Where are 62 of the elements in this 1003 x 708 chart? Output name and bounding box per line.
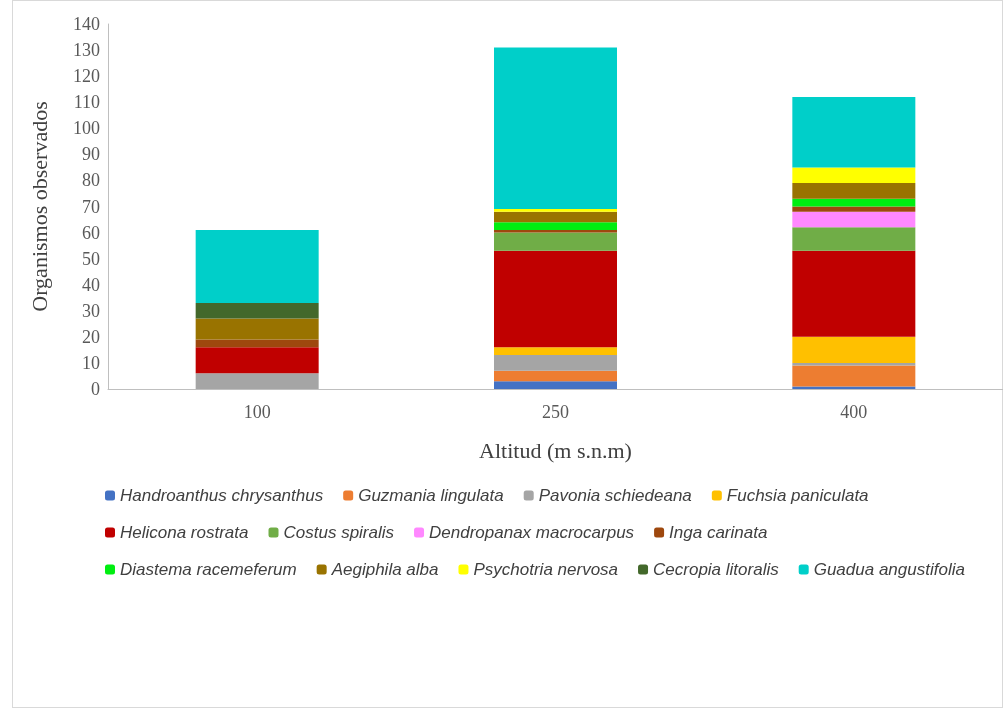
y-tick-label: 50 (82, 248, 100, 269)
legend-label: Fuchsia paniculata (726, 486, 869, 505)
y-tick-label: 130 (73, 40, 100, 61)
legend-label: Inga carinata (669, 523, 768, 542)
bar (494, 222, 617, 230)
bar (792, 211, 916, 228)
legend-label: Costus spiralis (283, 523, 395, 542)
x-tick-label: 250 (542, 402, 569, 422)
bar (195, 302, 319, 319)
y-tick-label: 30 (82, 300, 100, 321)
bar (792, 386, 916, 389)
y-tick-label: 110 (73, 92, 100, 113)
y-tick-label: 100 (73, 118, 100, 139)
bar (494, 381, 617, 389)
bar (792, 362, 916, 366)
bar (494, 370, 617, 382)
legend-label: Psychotria nervosa (473, 560, 619, 579)
bar (792, 167, 916, 184)
x-tick-label: 100 (243, 402, 271, 422)
bar (792, 365, 916, 387)
y-tick-label: 70 (82, 196, 100, 217)
y-tick-label: 120 (73, 66, 100, 87)
x-axis-title: Altitud (m s.n.m) (479, 437, 632, 463)
legend-label: Guadua angustifolia (813, 560, 965, 579)
bar (792, 227, 916, 251)
legend-label: Pavonia schiedeana (538, 486, 692, 505)
legend-label: Guzmania lingulata (358, 486, 504, 505)
y-tick-label: 20 (82, 326, 100, 347)
y-tick-label: 10 (82, 352, 100, 373)
bar (792, 97, 916, 168)
bar (792, 183, 916, 199)
y-tick-label: 40 (82, 274, 100, 295)
bar (494, 229, 617, 233)
bar (494, 355, 617, 371)
bar (195, 373, 319, 389)
bar (195, 339, 319, 348)
bar (494, 232, 617, 251)
legend-label: Aegiphila alba (330, 560, 439, 579)
bar (494, 47, 617, 210)
bar (494, 209, 617, 212)
legend-label: Dendropanax macrocarpus (429, 523, 635, 542)
bar (792, 198, 916, 207)
bar (195, 318, 319, 340)
legend-label: Diastema racemeferum (120, 560, 297, 579)
bar (494, 347, 617, 356)
legend-label: Handroanthus chrysanthus (120, 486, 324, 505)
bar (195, 229, 319, 303)
y-axis-title: Organismos observados (26, 101, 52, 312)
y-tick-label: 60 (82, 222, 100, 243)
legend-label: Cecropia litoralis (653, 560, 780, 579)
y-tick-label: 140 (73, 14, 100, 34)
y-tick-label: 90 (82, 144, 100, 165)
bar (195, 347, 319, 374)
bar (792, 250, 916, 337)
x-tick-label: 400 (840, 402, 868, 422)
y-tick-label: 0 (91, 379, 100, 399)
bar (494, 250, 617, 348)
bar (494, 211, 617, 223)
legend-label: Helicona rostrata (120, 523, 249, 542)
bar (792, 336, 916, 363)
y-tick-label: 80 (82, 170, 100, 191)
bar (792, 206, 916, 212)
